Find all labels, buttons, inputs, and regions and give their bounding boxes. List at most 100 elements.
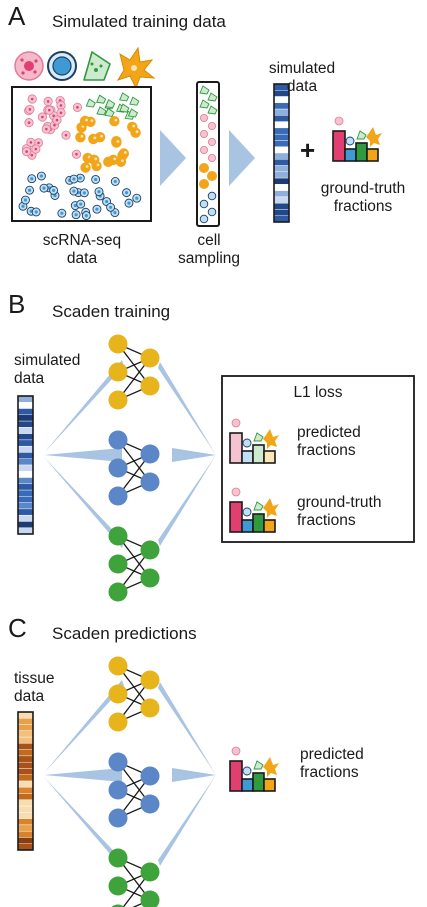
- simulated-label-b: simulated data: [14, 352, 80, 388]
- network-node: [140, 472, 160, 492]
- fan-out-bottom: [158, 455, 216, 546]
- scrna-cell-orange-nucleus: [93, 136, 97, 140]
- scrna-cell-orange-nucleus: [113, 157, 117, 161]
- simulated-label-a: simulated data: [262, 60, 342, 96]
- vector-cell: [17, 508, 34, 516]
- vector-cell: [273, 133, 290, 141]
- fraction-bar: [252, 513, 265, 533]
- vector-cell: [273, 152, 290, 160]
- fan-arrow-top: [44, 360, 124, 453]
- network-node: [140, 540, 160, 560]
- vector-cell: [17, 458, 34, 466]
- pred-label-b-line2: fractions: [297, 441, 356, 459]
- panel-c: [17, 656, 279, 907]
- panel-c-title: Scaden predictions: [52, 624, 197, 643]
- bar-icon-orange: [366, 127, 382, 147]
- scrna-cell-blue-nucleus: [113, 210, 117, 215]
- network-node: [140, 348, 160, 368]
- fan-arrow-bottom-c: [44, 777, 124, 868]
- tube-cell-green: [199, 85, 210, 95]
- vector-cell: [273, 115, 290, 122]
- vector-cell: [273, 202, 290, 210]
- scrna-label: scRNA-seq data: [22, 232, 142, 268]
- bar-icon-pink: [231, 746, 241, 756]
- bar-icon-blue: [242, 766, 252, 776]
- network-node: [108, 656, 128, 676]
- vector-cell: [17, 805, 34, 813]
- fraction-bar: [263, 519, 276, 533]
- arrow-to-simulated: [229, 130, 255, 186]
- scrna-cell-pink-nucleus: [45, 127, 48, 131]
- vector-cell: [17, 799, 34, 807]
- fraction-bar: [241, 778, 254, 792]
- scrna-cell-blue-nucleus: [42, 186, 46, 190]
- scrna-cell-pink-nucleus: [30, 153, 34, 157]
- tube-cell-blue: [207, 207, 217, 217]
- network-node: [140, 670, 160, 690]
- sampling-label-line2: sampling: [177, 249, 241, 267]
- bar-icon-blue: [345, 136, 355, 146]
- network-node: [108, 780, 128, 800]
- vector-border: [273, 83, 290, 223]
- vector-cell: [273, 209, 290, 216]
- bar-icon-orange: [263, 429, 279, 449]
- network-node: [108, 684, 128, 704]
- vector-cell: [17, 724, 34, 732]
- pred-label-c: predicted fractions: [300, 746, 364, 782]
- network-node: [140, 766, 160, 786]
- vector-cell: [17, 818, 34, 826]
- pred-label-c-line2: fractions: [300, 763, 359, 781]
- simulated-label-a-line2: data: [286, 77, 318, 95]
- scrna-cell-pink-nucleus: [64, 133, 68, 137]
- tube-cell-orange: [199, 163, 209, 173]
- network-node: [108, 526, 128, 546]
- scrna-cell-orange: [111, 137, 122, 148]
- sampling-label-line1: cell: [197, 232, 221, 249]
- scrna-cell-blue-nucleus: [23, 198, 28, 202]
- scrna-cell-pink-nucleus: [75, 152, 78, 156]
- fraction-bar: [332, 130, 346, 162]
- scrna-cell-pink-nucleus: [59, 104, 63, 107]
- scrna-cell-pink-nucleus: [37, 141, 40, 145]
- scrna-cell-orange: [88, 133, 99, 145]
- vector-cell: [17, 761, 34, 769]
- vector-border: [17, 711, 34, 851]
- network-node: [140, 794, 160, 814]
- gt-label-b-line1: ground-truth: [297, 494, 382, 511]
- panel-a-letter: A: [8, 1, 26, 31]
- scrna-cell-orange-nucleus: [100, 134, 103, 138]
- scrna-cell-green: [129, 96, 140, 106]
- scrna-cell-orange-nucleus: [135, 130, 139, 134]
- vector-cell: [17, 464, 34, 472]
- scrna-cell-blue-nucleus: [52, 188, 56, 192]
- vector-cell: [17, 414, 34, 422]
- scrna-cell-pink-nucleus: [55, 118, 59, 122]
- bar-icon-blue: [242, 507, 252, 517]
- cell-icon-blue: [47, 51, 77, 81]
- scrna-cell-orange-nucleus: [123, 151, 127, 154]
- scrna-cell-green: [104, 98, 116, 109]
- fraction-bar: [263, 778, 276, 792]
- scrna-cell-orange: [118, 148, 130, 159]
- fan-arrow-mid: [44, 448, 122, 462]
- fraction-bar: [355, 142, 368, 162]
- scrna-cell-pink-nucleus: [41, 115, 44, 119]
- vector-cell: [17, 768, 34, 775]
- cell-icon-orange: [116, 46, 156, 90]
- network-node: [108, 334, 128, 354]
- scrna-cell-orange: [80, 162, 91, 173]
- scrna-cell-orange-nucleus: [94, 157, 98, 161]
- vector-cell: [17, 730, 34, 738]
- plus-sign: +: [300, 135, 316, 165]
- network-node: [108, 876, 128, 896]
- network-node: [140, 376, 160, 396]
- bar-icon-blue: [242, 438, 252, 448]
- scrna-cell-pink-nucleus: [27, 121, 31, 124]
- scrna-cell-pink-nucleus: [29, 141, 33, 144]
- scrna-cell-blue-nucleus: [82, 191, 86, 195]
- vector-cell: [17, 471, 34, 478]
- sampling-label: cell sampling: [168, 232, 250, 268]
- network-node: [108, 458, 128, 478]
- pred-bars-c: [229, 746, 279, 792]
- scrna-cell-blue-nucleus: [78, 176, 82, 180]
